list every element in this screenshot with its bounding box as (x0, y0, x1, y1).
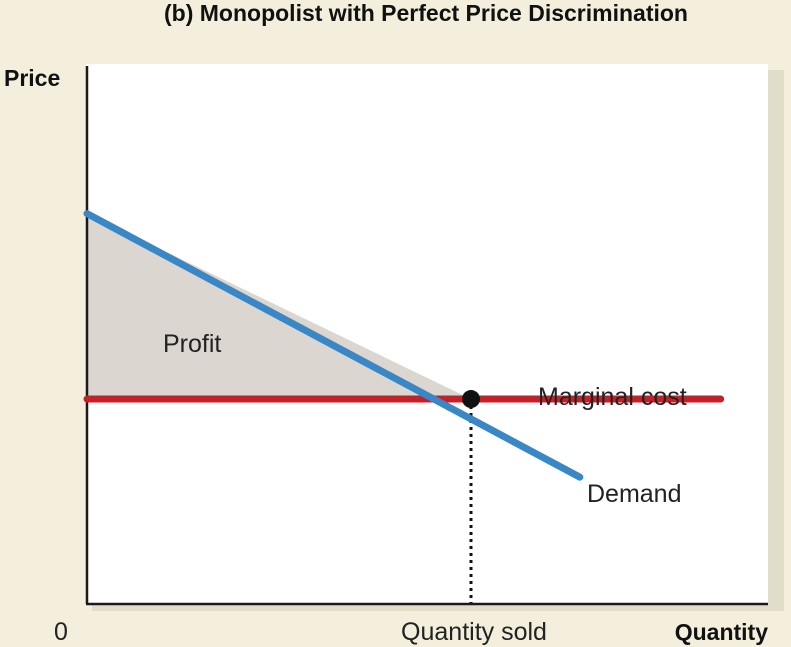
demand-line (83, 210, 584, 481)
demand-label: Demand (587, 480, 682, 508)
y-axis-title: Price (4, 65, 60, 91)
chart-title: (b) Monopolist with Perfect Price Discri… (164, 0, 688, 26)
marginal-cost-label: Marginal cost (538, 383, 687, 411)
origin-label: 0 (54, 618, 68, 646)
x-axis-title: Quantity (675, 619, 768, 645)
equilibrium-point (462, 390, 480, 409)
profit-label: Profit (163, 330, 221, 358)
profit-region (87, 213, 471, 400)
quantity-sold-tick-label: Quantity sold (401, 618, 547, 646)
